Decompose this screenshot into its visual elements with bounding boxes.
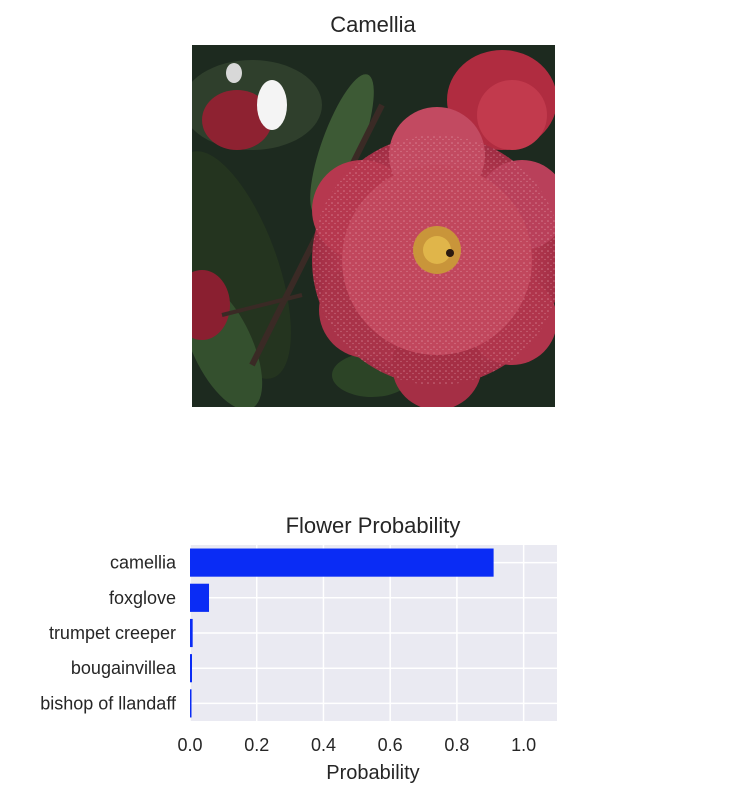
category-labels: camellia foxglove trumpet creeper bougainvi… [40,553,177,714]
category-label: trumpet creeper [49,623,176,643]
bar-bougainvillea [190,654,193,683]
bar-trumpet-creeper [190,618,193,648]
x-tick-labels: 0.0 0.2 0.4 0.6 0.8 1.0 [177,735,536,755]
x-tick-label: 1.0 [511,735,536,755]
x-tick-label: 0.0 [177,735,202,755]
bars [190,548,494,718]
bar-foxglove [190,583,210,612]
category-label: bougainvillea [71,658,177,678]
x-tick-label: 0.4 [311,735,336,755]
category-label: camellia [110,553,177,573]
chart-title: Flower Probability [286,513,461,538]
x-tick-label: 0.2 [244,735,269,755]
bar-camellia [190,548,494,577]
x-tick-label: 0.8 [444,735,469,755]
flower-photo [192,45,555,407]
photo-title: Camellia [330,12,416,37]
x-axis-label: Probability [326,762,419,784]
bar-bishop-of-llandaff [190,689,192,718]
category-label: foxglove [109,588,176,608]
x-tick-label: 0.6 [378,735,403,755]
category-label: bishop of llandaff [40,693,177,713]
